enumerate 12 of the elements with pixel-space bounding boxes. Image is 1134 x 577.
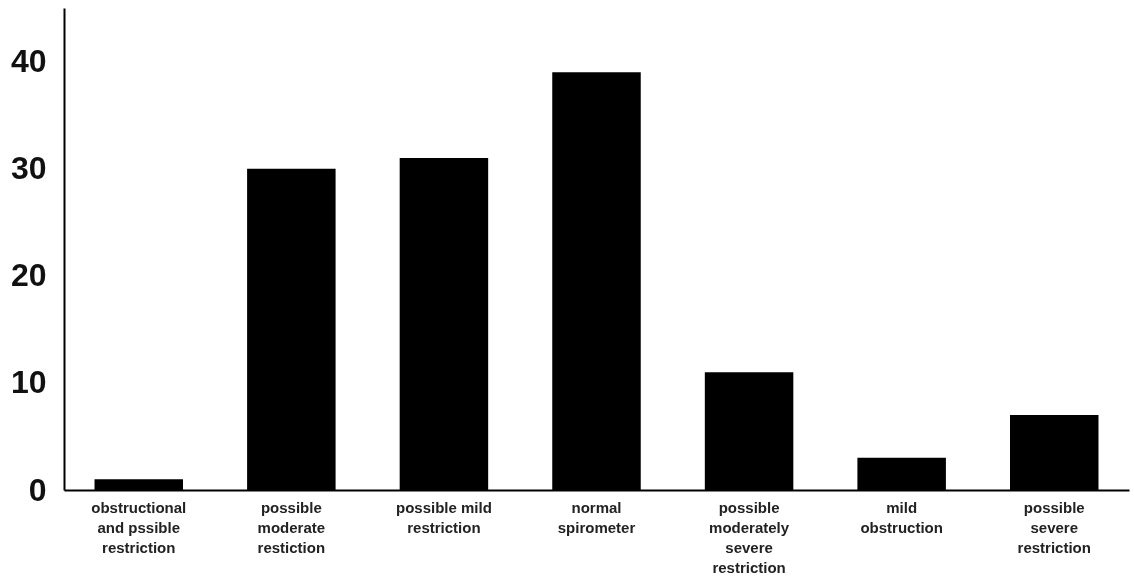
- x-tick-label: possible severe restriction: [1017, 498, 1091, 556]
- x-tick-label: mild obstruction: [860, 498, 943, 536]
- y-tick-label: 40: [10, 43, 47, 80]
- x-tick-label: possible moderate restiction: [257, 498, 326, 556]
- x-tick-label: possible mild restriction: [395, 498, 492, 536]
- y-tick-label: 0: [28, 471, 47, 508]
- y-tick-label: 20: [10, 257, 47, 294]
- x-tick-label: possible moderately severe restriction: [709, 498, 790, 576]
- x-tick-label: obstructional and pssible restriction: [91, 498, 187, 556]
- y-tick-label: 30: [10, 150, 47, 187]
- y-tick-label: 10: [10, 364, 47, 401]
- x-tick-label: normal spirometer: [557, 498, 636, 536]
